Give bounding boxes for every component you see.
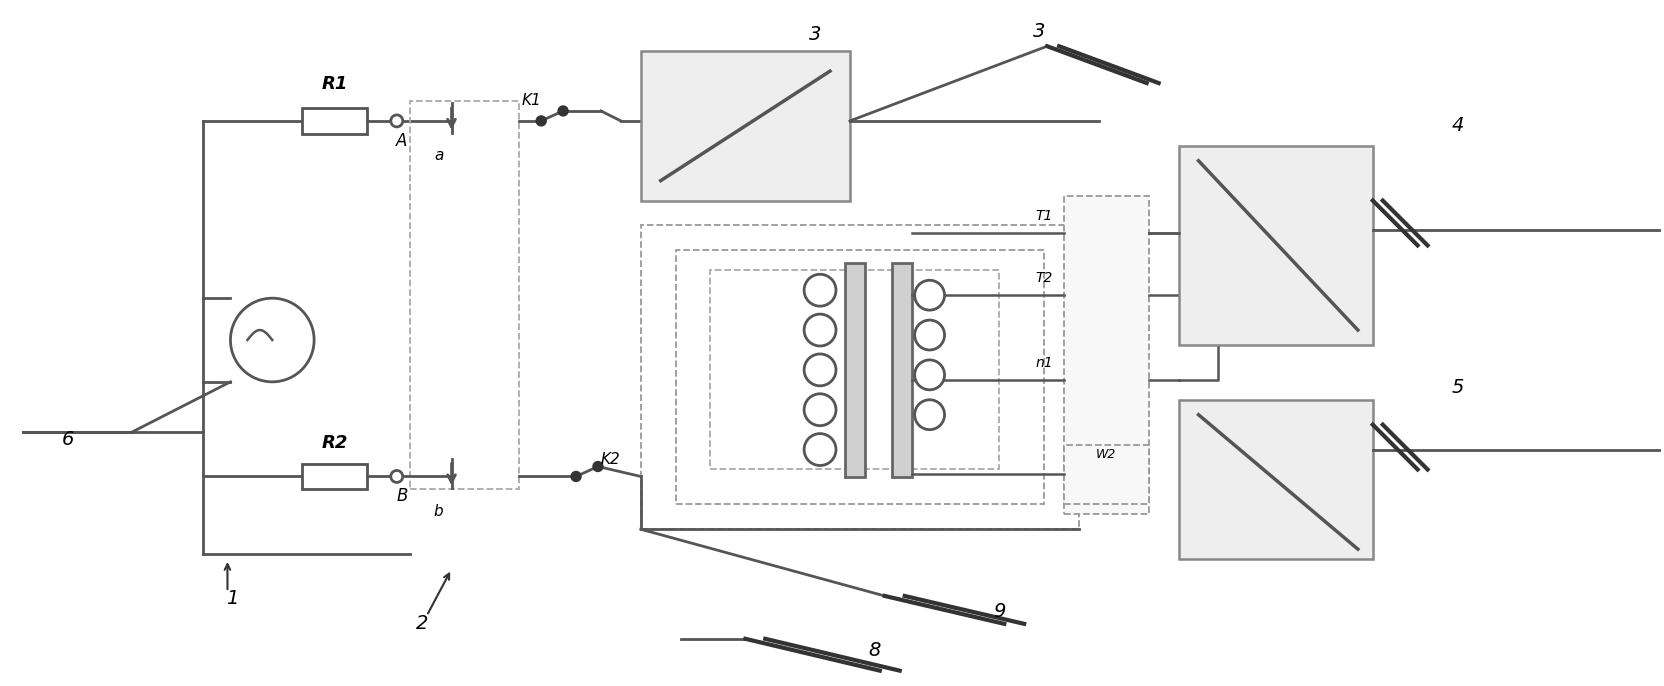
Bar [641,51,850,200]
Bar [676,250,1043,504]
Text: a: a [434,148,443,163]
Bar [892,263,912,477]
Circle shape [557,106,567,116]
Bar [641,226,1078,529]
Text: R2: R2 [321,434,348,451]
Bar [409,101,519,489]
Text: R1: R1 [321,75,348,93]
Text: 8: 8 [869,641,880,660]
Text: 3: 3 [809,25,822,44]
Text: B: B [396,487,408,506]
Text: 6: 6 [62,430,75,449]
Circle shape [804,394,835,426]
Circle shape [915,360,945,390]
Bar [303,108,366,134]
Text: 5: 5 [1451,378,1464,397]
Circle shape [804,314,835,346]
Text: 1: 1 [226,589,238,608]
Text: T2: T2 [1035,271,1053,285]
Text: b: b [434,504,443,519]
Circle shape [915,400,945,429]
Circle shape [804,274,835,306]
Text: n1: n1 [1035,356,1053,370]
Circle shape [592,462,602,471]
Circle shape [915,281,945,310]
Circle shape [230,298,314,382]
Bar [303,464,366,489]
Bar [1178,146,1373,345]
Bar [1063,196,1148,514]
Text: A: A [396,132,408,150]
Circle shape [915,320,945,350]
Text: 3: 3 [1033,22,1045,40]
Bar [845,263,865,477]
Bar [1178,400,1373,559]
Bar [711,270,1000,469]
Circle shape [391,471,403,482]
Circle shape [571,471,581,482]
Text: T1: T1 [1035,209,1053,222]
Bar [1063,445,1148,504]
Text: K1: K1 [521,93,541,108]
Circle shape [391,115,403,127]
Text: 2: 2 [416,615,428,633]
Text: W2: W2 [1095,448,1117,461]
Circle shape [536,116,546,126]
Text: 9: 9 [993,602,1005,622]
Circle shape [804,354,835,386]
Text: 4: 4 [1451,117,1464,135]
Circle shape [804,434,835,466]
Text: K2: K2 [601,452,621,467]
